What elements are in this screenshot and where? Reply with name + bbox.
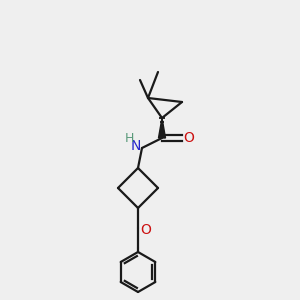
- Polygon shape: [158, 118, 166, 138]
- Text: H: H: [124, 131, 134, 145]
- Text: N: N: [131, 139, 141, 153]
- Text: O: O: [184, 131, 194, 145]
- Text: O: O: [141, 223, 152, 237]
